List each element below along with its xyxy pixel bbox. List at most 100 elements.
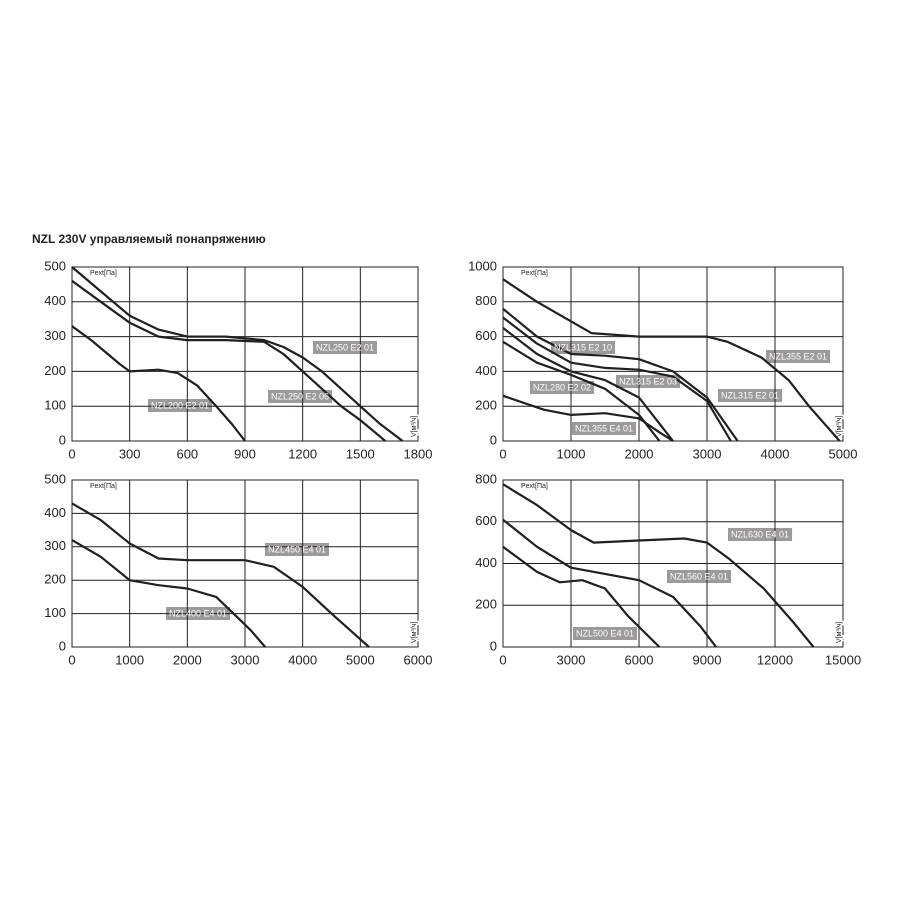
x-tick-label: 1200 bbox=[288, 446, 317, 461]
y-tick-label: 500 bbox=[44, 258, 66, 273]
series-label: NZL450 E4 01 bbox=[265, 543, 330, 556]
page-title: NZL 230V управляемый понапряжению bbox=[32, 232, 266, 246]
x-tick-label: 2000 bbox=[173, 652, 202, 667]
series-label: NZL200 E2 01 bbox=[148, 399, 213, 412]
x-tick-label: 3000 bbox=[231, 652, 260, 667]
y-tick-label: 100 bbox=[44, 605, 66, 620]
curve bbox=[502, 394, 674, 442]
series-label: NZL315 E2 01 bbox=[718, 389, 783, 402]
x-tick-label: 300 bbox=[119, 446, 141, 461]
x-tick-label: 5000 bbox=[829, 446, 858, 461]
curve bbox=[71, 266, 404, 442]
y-axis-label: Pext[Па] bbox=[90, 483, 117, 490]
label-box bbox=[313, 341, 378, 354]
label-text: NZL355 E4 01 bbox=[575, 423, 633, 433]
label-box bbox=[551, 341, 616, 354]
x-tick-label: 1500 bbox=[346, 446, 375, 461]
label-text: NZL450 E4 01 bbox=[268, 544, 326, 554]
curve bbox=[502, 483, 815, 648]
series-label: NZL630 E4 01 bbox=[728, 528, 793, 541]
x-axis-label: V[м³/ч] bbox=[836, 622, 843, 643]
label-text: NZL630 E4 01 bbox=[731, 529, 789, 539]
label-box bbox=[616, 375, 681, 388]
y-tick-label: 200 bbox=[475, 398, 497, 413]
label-box bbox=[573, 627, 638, 640]
x-tick-label: 0 bbox=[68, 652, 75, 667]
y-tick-label: 600 bbox=[475, 328, 497, 343]
y-tick-label: 0 bbox=[490, 432, 497, 447]
label-text: NZL560 E4 01 bbox=[670, 571, 728, 581]
label-text: NZL315 E2 03 bbox=[619, 376, 677, 386]
curve bbox=[502, 327, 674, 442]
x-tick-label: 5000 bbox=[346, 652, 375, 667]
series-label: NZL400 E4 01 bbox=[166, 607, 231, 620]
y-tick-label: 0 bbox=[59, 432, 66, 447]
y-tick-label: 400 bbox=[475, 555, 497, 570]
x-tick-label: 1000 bbox=[557, 446, 586, 461]
y-tick-label: 800 bbox=[475, 471, 497, 486]
label-box bbox=[766, 350, 831, 363]
series-label: NZL280 E2 02 bbox=[530, 381, 595, 394]
curve bbox=[502, 316, 732, 442]
x-tick-label: 15000 bbox=[825, 652, 861, 667]
y-tick-label: 0 bbox=[59, 638, 66, 653]
curve bbox=[502, 307, 739, 442]
y-tick-label: 0 bbox=[490, 638, 497, 653]
label-text: NZL280 E2 02 bbox=[533, 382, 591, 392]
x-tick-label: 1800 bbox=[404, 446, 433, 461]
curve bbox=[71, 502, 370, 648]
x-axis-label: V[м³/ч] bbox=[411, 416, 418, 437]
x-tick-label: 6000 bbox=[404, 652, 433, 667]
x-tick-label: 0 bbox=[499, 652, 506, 667]
label-box bbox=[265, 543, 330, 556]
x-axis-label: V[м³/ч] bbox=[836, 416, 843, 437]
y-tick-label: 300 bbox=[44, 328, 66, 343]
y-axis-label: Pext[Па] bbox=[90, 270, 117, 277]
label-box bbox=[572, 422, 637, 435]
series-label: NZL355 E4 01 bbox=[572, 422, 637, 435]
label-box bbox=[718, 389, 783, 402]
x-tick-label: 12000 bbox=[757, 652, 793, 667]
label-text: NZL315 E2 01 bbox=[721, 390, 779, 400]
curve bbox=[502, 545, 661, 648]
series-label: NZL315 E2 10 bbox=[551, 341, 616, 354]
label-text: NZL400 E4 01 bbox=[169, 608, 227, 618]
label-box bbox=[530, 381, 595, 394]
series-label: NZL355 E2 01 bbox=[766, 350, 831, 363]
label-box bbox=[268, 390, 333, 403]
x-tick-label: 0 bbox=[499, 446, 506, 461]
label-text: NZL250 E2 01 bbox=[316, 342, 374, 352]
y-tick-label: 400 bbox=[475, 363, 497, 378]
y-tick-label: 300 bbox=[44, 538, 66, 553]
series-label: NZL250 E2 06 bbox=[268, 390, 333, 403]
label-text: NZL250 E2 06 bbox=[271, 391, 329, 401]
label-box bbox=[667, 570, 732, 583]
series-label: NZL250 E2 01 bbox=[313, 341, 378, 354]
x-tick-label: 2000 bbox=[625, 446, 654, 461]
curve bbox=[502, 340, 661, 442]
x-tick-label: 900 bbox=[234, 446, 256, 461]
x-tick-label: 9000 bbox=[693, 652, 722, 667]
x-axis-label: V[м³/ч] bbox=[411, 622, 418, 643]
y-tick-label: 1000 bbox=[468, 258, 497, 273]
y-tick-label: 100 bbox=[44, 398, 66, 413]
x-tick-label: 1000 bbox=[115, 652, 144, 667]
curve bbox=[71, 325, 246, 442]
y-axis-label: Pext[Па] bbox=[521, 270, 548, 277]
label-text: NZL200 E2 01 bbox=[151, 400, 209, 410]
x-tick-label: 6000 bbox=[625, 652, 654, 667]
y-tick-label: 200 bbox=[44, 363, 66, 378]
y-tick-label: 400 bbox=[44, 293, 66, 308]
label-text: NZL355 E2 01 bbox=[769, 351, 827, 361]
y-tick-label: 200 bbox=[44, 572, 66, 587]
x-tick-label: 4000 bbox=[288, 652, 317, 667]
x-tick-label: 4000 bbox=[761, 446, 790, 461]
curve bbox=[502, 518, 717, 648]
x-tick-label: 0 bbox=[68, 446, 75, 461]
y-tick-label: 200 bbox=[475, 597, 497, 612]
label-box bbox=[728, 528, 793, 541]
x-tick-label: 3000 bbox=[557, 652, 586, 667]
x-tick-label: 600 bbox=[176, 446, 198, 461]
